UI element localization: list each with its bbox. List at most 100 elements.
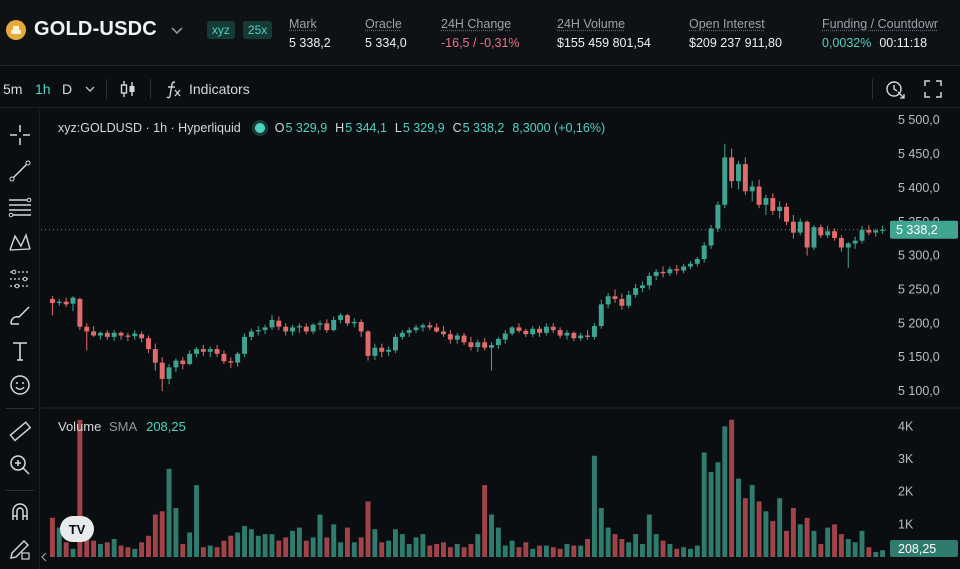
- stat-value: $209 237 911,80: [689, 36, 782, 50]
- candle-body: [585, 335, 591, 337]
- volume-bar: [591, 455, 597, 557]
- text-icon[interactable]: [7, 338, 33, 364]
- fib-retracement-icon[interactable]: [7, 194, 33, 220]
- volume-bar: [626, 542, 632, 557]
- emoji-icon[interactable]: [7, 372, 33, 398]
- volume-bar: [104, 542, 110, 557]
- candle-body: [49, 298, 55, 304]
- candle-body: [386, 349, 392, 352]
- last-price-badge: [890, 220, 958, 239]
- interval-d[interactable]: D: [62, 81, 73, 97]
- candle-body: [770, 198, 776, 211]
- volume-bar: [482, 485, 488, 557]
- replay-clock-icon[interactable]: [884, 78, 906, 100]
- fullscreen-icon[interactable]: [922, 78, 944, 100]
- trend-line-icon[interactable]: [7, 158, 33, 184]
- volume-bar: [495, 527, 501, 557]
- crosshair-icon[interactable]: [7, 122, 33, 148]
- symbol-title[interactable]: xyz:GOLDUSD · 1h · Hyperliquid: [58, 121, 241, 135]
- pair-name[interactable]: GOLD-USDC: [34, 18, 157, 40]
- volume-bar: [688, 548, 693, 557]
- projection-icon[interactable]: [7, 266, 33, 292]
- stat-label[interactable]: Funding / Countdowr: [822, 17, 939, 31]
- stat-label[interactable]: Mark: [289, 17, 317, 31]
- price-chart[interactable]: 5 500,05 450,05 400,05 350,05 300,05 250…: [41, 110, 960, 569]
- volume-tick-label: 3K: [898, 452, 914, 466]
- interval-1h[interactable]: 1h: [35, 81, 51, 97]
- candle-body: [880, 229, 886, 231]
- function-icon[interactable]: [162, 78, 184, 100]
- price-tick-label: 5 150,0: [898, 350, 940, 364]
- candle-body: [612, 296, 618, 299]
- volume-bar: [880, 550, 886, 557]
- volume-bar: [427, 545, 433, 557]
- candle-body: [413, 327, 419, 331]
- candle-body: [228, 361, 234, 363]
- volume-bar: [866, 547, 872, 557]
- ruler-icon[interactable]: [7, 418, 33, 444]
- candle-body: [742, 164, 748, 192]
- candle-body: [722, 157, 728, 205]
- pair-selector[interactable]: GOLD-USDC xyz 25x: [6, 18, 273, 41]
- candle-body: [557, 330, 563, 336]
- candle-body: [358, 321, 364, 332]
- volume-bar: [468, 543, 474, 557]
- candle-body: [660, 271, 666, 274]
- candle-body: [825, 231, 831, 236]
- brush-icon[interactable]: [7, 302, 33, 328]
- volume-bar: [804, 517, 810, 557]
- candle-body: [399, 332, 405, 337]
- volume-bar: [180, 543, 186, 557]
- candle-body: [681, 266, 687, 271]
- volume-bar: [406, 543, 412, 557]
- zoom-in-icon[interactable]: [7, 452, 33, 478]
- interval-5m[interactable]: 5m: [3, 81, 23, 97]
- volume-bar: [447, 547, 453, 557]
- candle-body: [619, 298, 625, 306]
- candle-body: [749, 186, 755, 192]
- candle-body: [694, 259, 700, 264]
- volume-bar: [324, 537, 330, 557]
- volume-legend[interactable]: Volume SMA 208,25: [58, 419, 186, 434]
- price-tick-label: 5 450,0: [898, 147, 940, 161]
- indicators-button[interactable]: Indicators: [189, 81, 250, 97]
- stat-label[interactable]: Oracle: [365, 17, 402, 31]
- candle-body: [180, 360, 186, 364]
- volume-bar: [674, 548, 680, 557]
- candle-body: [818, 227, 824, 236]
- tradingview-logo[interactable]: TV: [60, 516, 94, 542]
- volume-bar: [97, 543, 103, 557]
- candle-body: [290, 327, 296, 332]
- low-value: 5 329,9: [402, 121, 445, 135]
- divider: [150, 79, 151, 99]
- candle-body: [756, 186, 762, 205]
- volume-tick-label: 2K: [898, 485, 914, 499]
- open-key: O: [274, 121, 285, 135]
- volume-bar: [742, 498, 748, 557]
- collapse-chevron-icon[interactable]: [40, 552, 48, 562]
- chevron-down-icon[interactable]: [169, 22, 185, 38]
- candle-body: [797, 221, 803, 233]
- candle-body: [688, 263, 693, 267]
- candle-type-icon[interactable]: [117, 78, 139, 100]
- pencil-lock-icon[interactable]: [7, 536, 33, 562]
- stat-label[interactable]: Open Interest: [689, 17, 765, 31]
- candle-body: [832, 231, 838, 239]
- volume-tick-label: 1K: [898, 517, 914, 531]
- volume-bar: [276, 540, 282, 557]
- candle-body: [187, 353, 193, 364]
- candle-body: [701, 245, 707, 259]
- pattern-icon[interactable]: [7, 230, 33, 256]
- magnet-icon[interactable]: [7, 500, 33, 526]
- volume-bar: [242, 525, 247, 557]
- candle-body: [509, 327, 515, 334]
- volume-bar: [571, 545, 577, 557]
- last-price-label: 5 338,2: [896, 223, 938, 237]
- chevron-down-icon[interactable]: [82, 81, 98, 97]
- volume-bar: [550, 547, 556, 557]
- volume-bar: [63, 542, 69, 557]
- volume-bar: [578, 545, 584, 557]
- volume-bar: [214, 547, 220, 557]
- stat-value[interactable]: -16,5 / -0,31%: [441, 36, 520, 50]
